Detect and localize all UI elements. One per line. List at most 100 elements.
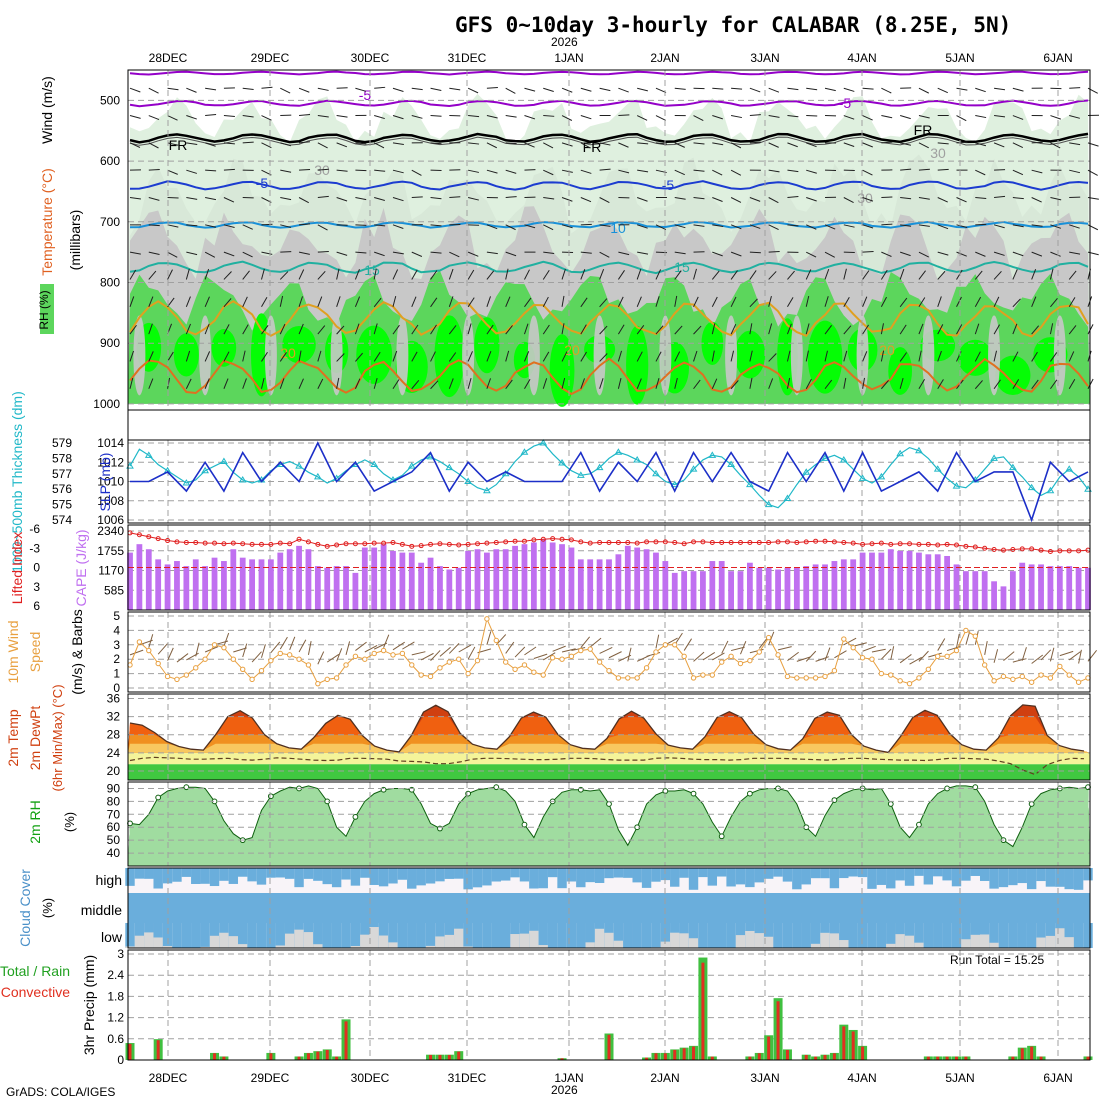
rh-marker <box>493 784 500 791</box>
wind-barb <box>862 169 873 176</box>
wind-barb <box>786 350 791 362</box>
wind-barb <box>430 351 436 362</box>
wind-barb <box>599 197 610 204</box>
wind-speed-marker <box>211 642 218 648</box>
temp-axis-label-a: 2m Temp <box>5 709 21 767</box>
thickness-marker <box>858 474 867 481</box>
cloud-high-bar <box>651 868 661 882</box>
wind-barb <box>186 115 197 120</box>
cape-bar <box>840 559 847 610</box>
cape-bar <box>728 571 734 610</box>
wind-barb <box>148 251 160 256</box>
wind-barb <box>637 169 649 173</box>
wind-barb <box>148 224 160 227</box>
li-marker <box>371 540 377 546</box>
wind-barb <box>167 351 174 362</box>
rh-cell-bright <box>211 329 237 367</box>
wind-barb <box>336 325 345 335</box>
wind-speed-marker <box>625 675 631 681</box>
wind-barb <box>261 86 273 89</box>
wind-barb <box>185 268 190 280</box>
wind-barb <box>599 353 608 362</box>
rh-cell-grey <box>527 315 540 396</box>
wind-barb <box>317 142 328 149</box>
cloud-high-bar <box>1026 868 1037 890</box>
cape-bar <box>249 559 255 610</box>
thickness-marker <box>520 448 529 455</box>
cape-bar <box>765 567 772 610</box>
rh-ytick: 80 <box>107 794 121 808</box>
wind-speed-marker <box>549 655 556 661</box>
wind-barb-10m <box>796 656 811 662</box>
cape-bar <box>1028 564 1035 610</box>
wind-barb <box>899 378 904 389</box>
wind-barb <box>524 297 532 308</box>
cloud-high-bar <box>895 868 905 881</box>
cloud-low-bg <box>200 923 210 948</box>
wind-barb <box>636 268 642 280</box>
wind-barb <box>205 197 217 201</box>
wind-axis-label: Wind (m/s) <box>39 76 55 144</box>
wind-barb-10m <box>439 646 451 657</box>
rh-cell-grey <box>199 315 212 396</box>
wind-barb <box>411 379 420 390</box>
wind-speed-marker <box>1010 676 1016 683</box>
wind-barb <box>280 142 292 147</box>
cloud-low-bar <box>294 929 304 948</box>
cloud-low-bar <box>914 942 924 948</box>
wind-barb <box>975 251 986 257</box>
wind-barb <box>448 296 454 307</box>
cape-bar <box>230 549 237 610</box>
cape-bar <box>296 545 302 610</box>
wind-barb <box>749 323 753 335</box>
wind-barb <box>975 197 987 199</box>
temp-axis-label-c: (6hr Min/Max) (°C) <box>50 684 65 791</box>
cloud-high-bar <box>782 868 793 882</box>
li-marker <box>165 538 171 544</box>
wind-barb <box>148 296 154 307</box>
li-line <box>129 532 1089 553</box>
li-marker <box>925 541 931 547</box>
wind-barb <box>617 324 625 335</box>
li-marker <box>540 536 546 542</box>
isotherm-minus5 <box>129 99 1089 108</box>
wind-barb <box>843 297 850 308</box>
cape-bar <box>1000 586 1007 610</box>
wind-speed-marker <box>446 659 453 665</box>
rh-marker <box>183 784 190 791</box>
wind-barb <box>862 270 870 280</box>
wind-barb <box>279 352 287 362</box>
wind-barb <box>937 224 949 230</box>
precip-convective-bar <box>673 1049 677 1060</box>
wind-barb <box>843 197 854 203</box>
cloud-low-bar <box>688 938 699 948</box>
cloud-high-bar <box>294 868 304 888</box>
upper-air-ytick: 700 <box>100 215 120 229</box>
wind-barb <box>298 197 309 204</box>
wind-barb <box>617 350 623 362</box>
wind-barb <box>937 296 942 307</box>
thickness-marker <box>990 454 998 461</box>
wind-barb <box>862 296 868 307</box>
cape-bar <box>399 552 406 610</box>
cloud-high-bar <box>942 868 952 881</box>
wind-barb <box>655 224 667 231</box>
thickness-marker <box>633 455 642 463</box>
wind-barb <box>749 141 761 144</box>
wind-barb <box>1012 351 1019 362</box>
wind-barb <box>900 168 912 171</box>
cape-bar <box>934 554 941 610</box>
precip-convective-bar <box>344 1021 348 1060</box>
cloud-high-bar <box>547 868 558 878</box>
wind-barb-10m <box>608 651 622 659</box>
wind-barb <box>786 323 792 335</box>
wind-speed-marker <box>643 665 650 671</box>
cloud-low-bar <box>538 945 548 948</box>
wind-barb <box>411 115 423 119</box>
cape-bar <box>418 562 425 610</box>
cloud-high-bar <box>1045 868 1056 887</box>
cape-axis-label: CAPE (J/kg) <box>73 529 89 606</box>
cape-bar <box>333 566 340 610</box>
date-tick-bottom: 3JAN <box>750 1071 779 1085</box>
wind-barb <box>787 87 799 91</box>
